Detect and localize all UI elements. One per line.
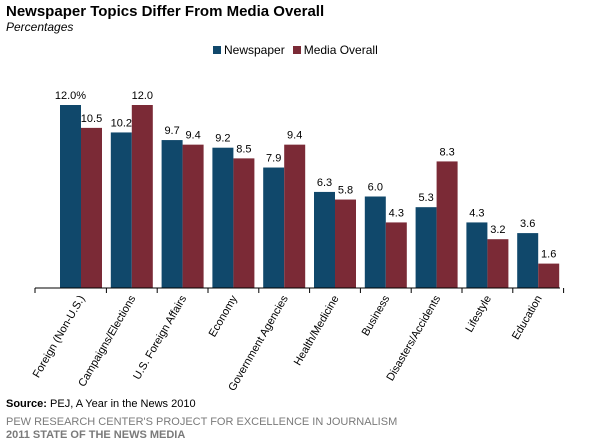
legend-item-media-overall: Media Overall	[292, 43, 378, 57]
data-label-media-overall-business: 4.3	[389, 207, 404, 219]
bar-newspaper-foreign-non-u-s	[60, 105, 81, 288]
bar-media-overall-foreign-non-u-s	[81, 127, 102, 288]
x-tick-label-campaigns-elections: Campaigns/Elections	[76, 293, 138, 389]
bar-media-overall-business	[385, 222, 407, 288]
x-tick-label-disasters-accidents: Disasters/Accidents	[385, 293, 444, 383]
legend-item-newspaper: Newspaper	[213, 43, 285, 57]
bar-media-overall-lifestyle	[487, 239, 509, 288]
bar-newspaper-lifestyle	[466, 222, 488, 288]
data-label-media-overall-foreign-non-u-s: 10.5	[81, 113, 102, 125]
legend: Newspaper Media Overall	[213, 43, 386, 57]
data-label-newspaper-lifestyle: 4.3	[469, 207, 484, 219]
data-label-media-overall-u-s-foreign-affairs: 9.4	[185, 130, 200, 142]
data-label-media-overall-education: 1.6	[541, 249, 556, 261]
legend-label-media-overall: Media Overall	[303, 43, 378, 57]
credit-line-2: 2011 STATE OF THE NEWS MEDIA	[6, 429, 186, 441]
data-label-newspaper-u-s-foreign-affairs: 9.7	[164, 125, 179, 137]
data-label-media-overall-disasters-accidents: 8.3	[439, 146, 454, 158]
chart-title: Newspaper Topics Differ From Media Overa…	[6, 3, 325, 20]
data-label-newspaper-disasters-accidents: 5.3	[418, 192, 433, 204]
legend-swatch-media-overall	[292, 46, 301, 54]
bar-media-overall-u-s-foreign-affairs	[182, 144, 204, 288]
data-label-media-overall-lifestyle: 3.2	[490, 224, 505, 236]
x-tick-label-foreign-non-u-s: Foreign (Non-U.S.)	[31, 294, 88, 380]
bar-media-overall-disasters-accidents	[436, 161, 458, 288]
data-label-newspaper-foreign-non-u-s: 12.0%	[55, 90, 86, 102]
x-tick-label-u-s-foreign-affairs: U.S. Foreign Affairs	[131, 293, 189, 382]
source-note: Source: PEJ, A Year in the News 2010	[6, 398, 196, 410]
x-tick-label-economy: Economy	[207, 293, 241, 339]
data-label-newspaper-business: 6.0	[368, 182, 383, 194]
x-tick-label-health-medicine: Health/Medicine	[292, 294, 342, 368]
bar-newspaper-disasters-accidents	[415, 207, 437, 288]
bar-newspaper-education	[517, 233, 539, 288]
bar-media-overall-government-agencies	[284, 144, 306, 288]
data-label-media-overall-health-medicine: 5.8	[338, 185, 353, 197]
bar-newspaper-u-s-foreign-affairs	[161, 140, 183, 288]
legend-label-newspaper: Newspaper	[224, 43, 285, 57]
bar-newspaper-government-agencies	[263, 167, 285, 288]
credit-line-1: PEW RESEARCH CENTER'S PROJECT FOR EXCELL…	[6, 416, 398, 428]
bar-media-overall-health-medicine	[335, 199, 356, 288]
bar-newspaper-health-medicine	[314, 191, 335, 288]
data-label-newspaper-campaigns-elections: 10.2	[111, 117, 132, 129]
data-label-media-overall-economy: 8.5	[236, 143, 251, 155]
x-tick-label-business: Business	[360, 293, 393, 338]
legend-swatch-newspaper	[213, 46, 221, 54]
data-label-media-overall-campaigns-elections: 12.0	[132, 90, 153, 102]
bar-newspaper-economy	[212, 147, 234, 288]
bar-newspaper-business	[364, 196, 386, 288]
x-tick-label-lifestyle: Lifestyle	[463, 294, 494, 335]
bar-newspaper-campaigns-elections	[110, 132, 132, 288]
x-tick-label-education: Education	[510, 294, 545, 342]
data-label-newspaper-education: 3.6	[520, 218, 535, 230]
data-label-newspaper-economy: 9.2	[215, 133, 230, 145]
data-label-newspaper-health-medicine: 6.3	[317, 177, 332, 189]
bar-media-overall-economy	[233, 158, 255, 288]
source-label: Source:	[6, 398, 47, 410]
data-label-newspaper-government-agencies: 7.9	[266, 153, 281, 165]
bar-media-overall-campaigns-elections	[131, 105, 153, 288]
x-tick-label-government-agencies: Government Agencies	[226, 293, 291, 393]
chart-subtitle: Percentages	[6, 20, 74, 34]
bar-media-overall-education	[538, 263, 560, 288]
source-text: PEJ, A Year in the News 2010	[46, 398, 196, 410]
data-label-media-overall-government-agencies: 9.4	[287, 130, 302, 142]
